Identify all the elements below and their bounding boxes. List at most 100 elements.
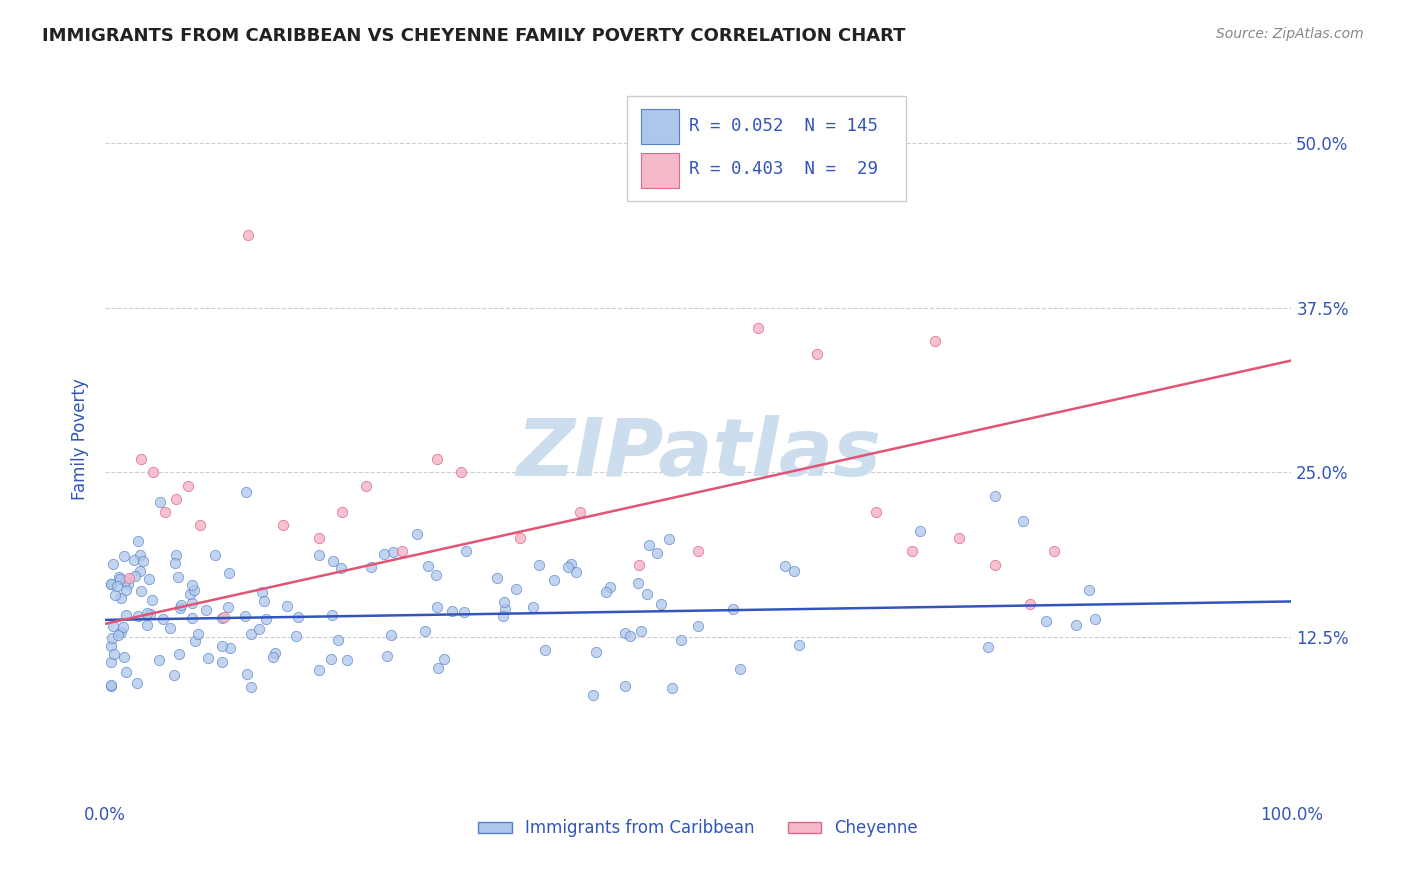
Point	[170, 598, 193, 612]
Point	[108, 570, 131, 584]
Point	[211, 639, 233, 653]
Point	[336, 653, 359, 667]
Bar	[641, 110, 679, 145]
Point	[630, 624, 652, 638]
Point	[100, 679, 122, 693]
Point	[391, 544, 413, 558]
Point	[1011, 514, 1033, 528]
Point	[250, 584, 273, 599]
Point	[110, 591, 132, 605]
Point	[101, 619, 124, 633]
Point	[169, 648, 191, 662]
Bar	[641, 153, 679, 187]
Point	[122, 552, 145, 566]
Point	[775, 558, 797, 573]
Point	[211, 656, 233, 670]
Point	[129, 583, 152, 598]
Point	[568, 505, 591, 519]
Point	[557, 560, 579, 574]
Point	[136, 618, 159, 632]
Point	[163, 556, 186, 570]
Point	[180, 611, 202, 625]
Point	[204, 549, 226, 563]
Point	[426, 452, 449, 467]
Point	[136, 606, 159, 620]
Point	[276, 599, 298, 614]
Point	[505, 582, 527, 596]
Point	[263, 646, 285, 660]
Point	[650, 597, 672, 611]
Point	[148, 652, 170, 666]
Point	[806, 347, 828, 361]
Point	[585, 645, 607, 659]
Point	[582, 688, 605, 702]
Point	[491, 608, 513, 623]
Point	[100, 631, 122, 645]
Point	[104, 589, 127, 603]
Point	[287, 609, 309, 624]
Point	[188, 518, 211, 533]
Point	[247, 622, 270, 636]
Point	[308, 549, 330, 563]
Point	[636, 587, 658, 601]
Point	[240, 627, 263, 641]
Point	[332, 505, 354, 519]
Point	[187, 627, 209, 641]
Point	[236, 228, 259, 243]
Point	[657, 533, 679, 547]
Point	[426, 661, 449, 675]
Point	[494, 602, 516, 616]
Point	[534, 643, 557, 657]
Point	[181, 596, 204, 610]
Point	[236, 666, 259, 681]
Point	[900, 544, 922, 558]
Point	[948, 531, 970, 545]
Point	[167, 570, 190, 584]
Point	[330, 561, 353, 575]
Point	[599, 580, 621, 594]
Point	[560, 557, 582, 571]
Point	[723, 602, 745, 616]
Point	[322, 554, 344, 568]
Point	[253, 594, 276, 608]
Point	[380, 628, 402, 642]
Point	[138, 572, 160, 586]
Text: ZIPatlas: ZIPatlas	[516, 415, 880, 493]
Text: IMMIGRANTS FROM CARIBBEAN VS CHEYENNE FAMILY POVERTY CORRELATION CHART: IMMIGRANTS FROM CARIBBEAN VS CHEYENNE FA…	[42, 27, 905, 45]
Point	[319, 652, 342, 666]
Point	[159, 621, 181, 635]
Point	[789, 638, 811, 652]
Point	[627, 558, 650, 572]
Point	[450, 466, 472, 480]
Point	[595, 584, 617, 599]
Point	[747, 320, 769, 334]
Point	[1064, 618, 1087, 632]
Text: R = 0.403  N =  29: R = 0.403 N = 29	[689, 161, 877, 178]
Point	[426, 599, 449, 614]
Point	[441, 604, 464, 618]
Legend: Immigrants from Caribbean, Cheyenne: Immigrants from Caribbean, Cheyenne	[471, 813, 925, 844]
Point	[219, 641, 242, 656]
Point	[165, 491, 187, 506]
Point	[212, 610, 235, 624]
Point	[180, 577, 202, 591]
Point	[218, 566, 240, 580]
Point	[114, 549, 136, 563]
Point	[453, 605, 475, 619]
Point	[924, 334, 946, 348]
Point	[413, 624, 436, 639]
Point	[111, 620, 134, 634]
Point	[486, 571, 509, 585]
Point	[233, 608, 256, 623]
Point	[194, 603, 217, 617]
Point	[131, 554, 153, 568]
Point	[101, 557, 124, 571]
Point	[127, 608, 149, 623]
Point	[1043, 544, 1066, 558]
Point	[1035, 614, 1057, 628]
Point	[984, 558, 1007, 572]
Point	[321, 608, 343, 623]
Point	[124, 569, 146, 583]
Point	[416, 558, 439, 573]
Point	[127, 533, 149, 548]
